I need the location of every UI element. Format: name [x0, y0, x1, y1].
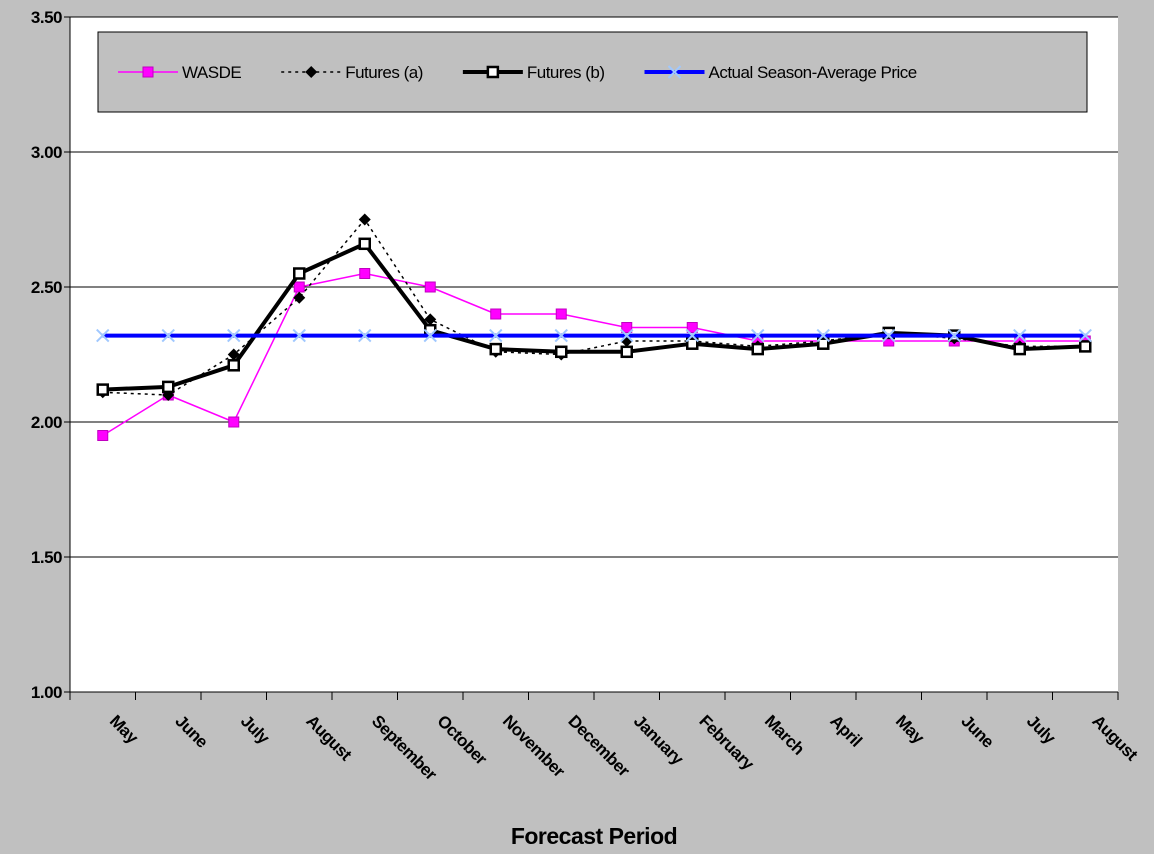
data-point — [685, 328, 699, 343]
data-point — [817, 337, 830, 350]
data-point — [358, 328, 372, 343]
data-point — [161, 328, 175, 343]
data-point — [882, 326, 895, 340]
series-line — [102, 272, 1086, 437]
data-point — [359, 268, 371, 279]
data-point — [490, 308, 502, 320]
data-point — [1079, 340, 1092, 353]
data-point — [1078, 328, 1092, 343]
data-point — [1013, 342, 1026, 356]
data-point — [686, 322, 698, 333]
y-tick-label: 3.50 — [31, 8, 62, 27]
data-point — [97, 430, 109, 441]
data-point — [358, 237, 371, 251]
y-tick-label: 3.00 — [31, 143, 62, 162]
data-point — [227, 359, 240, 372]
data-point — [555, 345, 568, 359]
legend-box — [97, 31, 1088, 113]
legend-marker — [305, 66, 318, 78]
data-point — [554, 328, 568, 343]
legend-label: Futures (b) — [527, 63, 605, 82]
y-tick-label: 1.50 — [31, 548, 62, 567]
data-point — [816, 328, 830, 343]
data-point — [358, 213, 371, 226]
y-tick-label: 2.00 — [31, 413, 62, 432]
data-point — [292, 328, 306, 343]
legend-label: Actual Season-Average Price — [709, 63, 917, 82]
data-point — [96, 383, 109, 396]
data-point — [423, 328, 437, 343]
legend-marker — [486, 65, 500, 79]
data-point — [228, 416, 240, 428]
data-point — [293, 281, 305, 293]
legend-marker — [667, 65, 682, 79]
data-point — [620, 345, 633, 359]
data-point — [424, 313, 437, 326]
data-point — [555, 308, 567, 320]
y-tick-label: 2.50 — [31, 278, 62, 297]
data-point — [293, 291, 306, 304]
data-point — [620, 328, 634, 343]
data-point — [96, 328, 110, 343]
plot-area — [70, 17, 1118, 692]
x-axis-title: Forecast Period — [511, 823, 677, 849]
data-point — [947, 328, 961, 343]
data-point — [293, 267, 306, 280]
legend-label: Futures (a) — [345, 63, 423, 82]
data-point — [227, 348, 240, 361]
legend-label: WASDE — [182, 63, 241, 82]
data-point — [751, 328, 765, 343]
data-point — [227, 328, 241, 343]
data-point — [882, 328, 896, 343]
data-point — [1013, 328, 1027, 343]
y-tick-label: 1.00 — [31, 683, 62, 702]
data-point — [424, 281, 436, 293]
legend-marker — [142, 66, 154, 78]
data-point — [489, 328, 503, 343]
data-point — [751, 342, 764, 356]
data-point — [489, 342, 502, 356]
data-point — [162, 380, 175, 394]
data-point — [621, 322, 633, 333]
data-point — [686, 337, 699, 350]
